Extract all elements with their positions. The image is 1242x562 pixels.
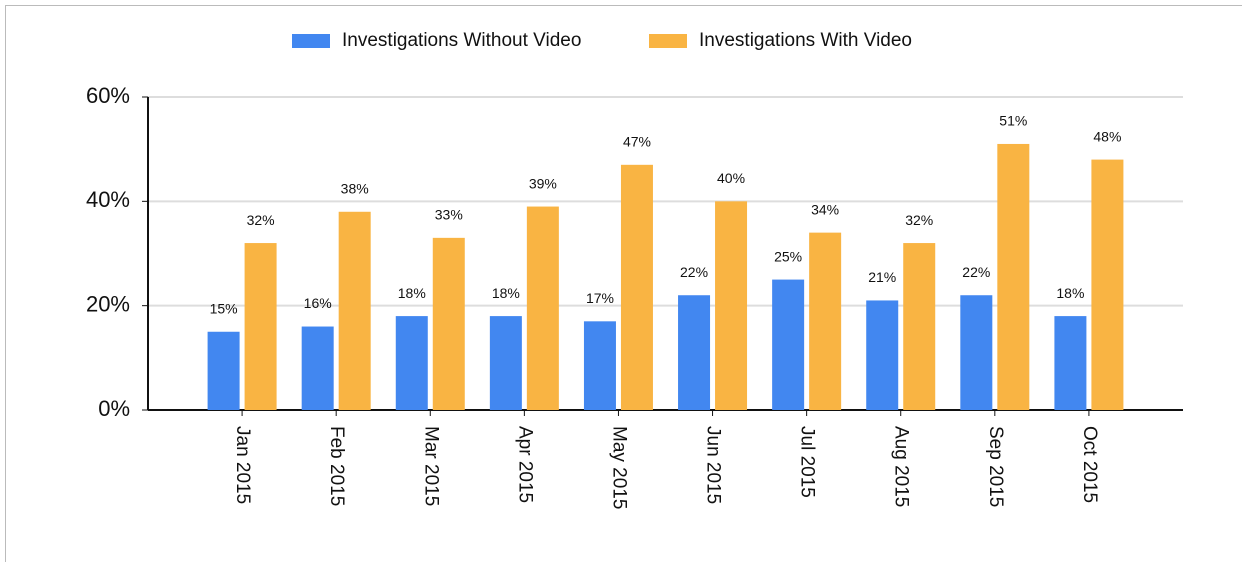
bar xyxy=(583,321,616,410)
y-tick-label: 0% xyxy=(98,396,130,421)
value-label: 40% xyxy=(717,170,745,186)
bar xyxy=(395,316,428,410)
x-tick-label: Oct 2015 xyxy=(1079,426,1100,503)
x-tick-label: Aug 2015 xyxy=(891,426,912,507)
bar xyxy=(432,237,465,410)
value-label: 18% xyxy=(492,285,520,301)
legend-label: Investigations Without Video xyxy=(342,30,581,51)
x-tick-label: Feb 2015 xyxy=(326,426,347,506)
x-tick-label: Mar 2015 xyxy=(420,426,441,506)
y-tick-label: 40% xyxy=(86,187,130,212)
value-label: 47% xyxy=(623,134,651,150)
legend-label: Investigations With Video xyxy=(699,30,912,51)
legend-swatch xyxy=(292,34,330,48)
bar xyxy=(207,331,240,410)
bar xyxy=(772,279,805,410)
x-tick-label: Jun 2015 xyxy=(703,426,724,504)
bar xyxy=(338,211,371,410)
value-label: 32% xyxy=(905,212,933,228)
value-label: 38% xyxy=(341,180,369,196)
value-label: 17% xyxy=(586,290,614,306)
value-label: 48% xyxy=(1093,128,1121,144)
value-label: 21% xyxy=(868,269,896,285)
value-label: 34% xyxy=(811,201,839,217)
value-label: 32% xyxy=(247,212,275,228)
bar xyxy=(960,295,993,410)
bar xyxy=(244,243,277,410)
bar xyxy=(526,206,559,410)
value-label: 18% xyxy=(398,285,426,301)
value-label: 39% xyxy=(529,175,557,191)
value-label: 18% xyxy=(1056,285,1084,301)
bar xyxy=(1054,316,1087,410)
bar xyxy=(620,164,653,410)
bar xyxy=(903,243,936,410)
x-tick-label: Jul 2015 xyxy=(797,426,818,498)
x-tick-label: May 2015 xyxy=(608,426,629,509)
x-tick-label: Jan 2015 xyxy=(232,426,253,504)
value-label: 15% xyxy=(210,300,238,316)
value-label: 25% xyxy=(774,248,802,264)
x-tick-label: Sep 2015 xyxy=(985,426,1006,507)
bar xyxy=(301,326,334,410)
bar xyxy=(809,232,842,410)
y-tick-label: 20% xyxy=(86,291,130,316)
frame xyxy=(5,5,1242,562)
bar xyxy=(489,316,522,410)
value-label: 22% xyxy=(962,264,990,280)
value-label: 51% xyxy=(999,113,1027,129)
y-tick-label: 60% xyxy=(86,83,130,108)
legend-swatch xyxy=(649,34,687,48)
value-label: 16% xyxy=(304,295,332,311)
value-label: 22% xyxy=(680,264,708,280)
bar xyxy=(997,143,1030,410)
bar xyxy=(678,295,711,410)
bar xyxy=(715,201,748,410)
value-label: 33% xyxy=(435,207,463,223)
bar xyxy=(866,300,899,410)
bar xyxy=(1091,159,1124,410)
x-tick-label: Apr 2015 xyxy=(514,426,535,503)
